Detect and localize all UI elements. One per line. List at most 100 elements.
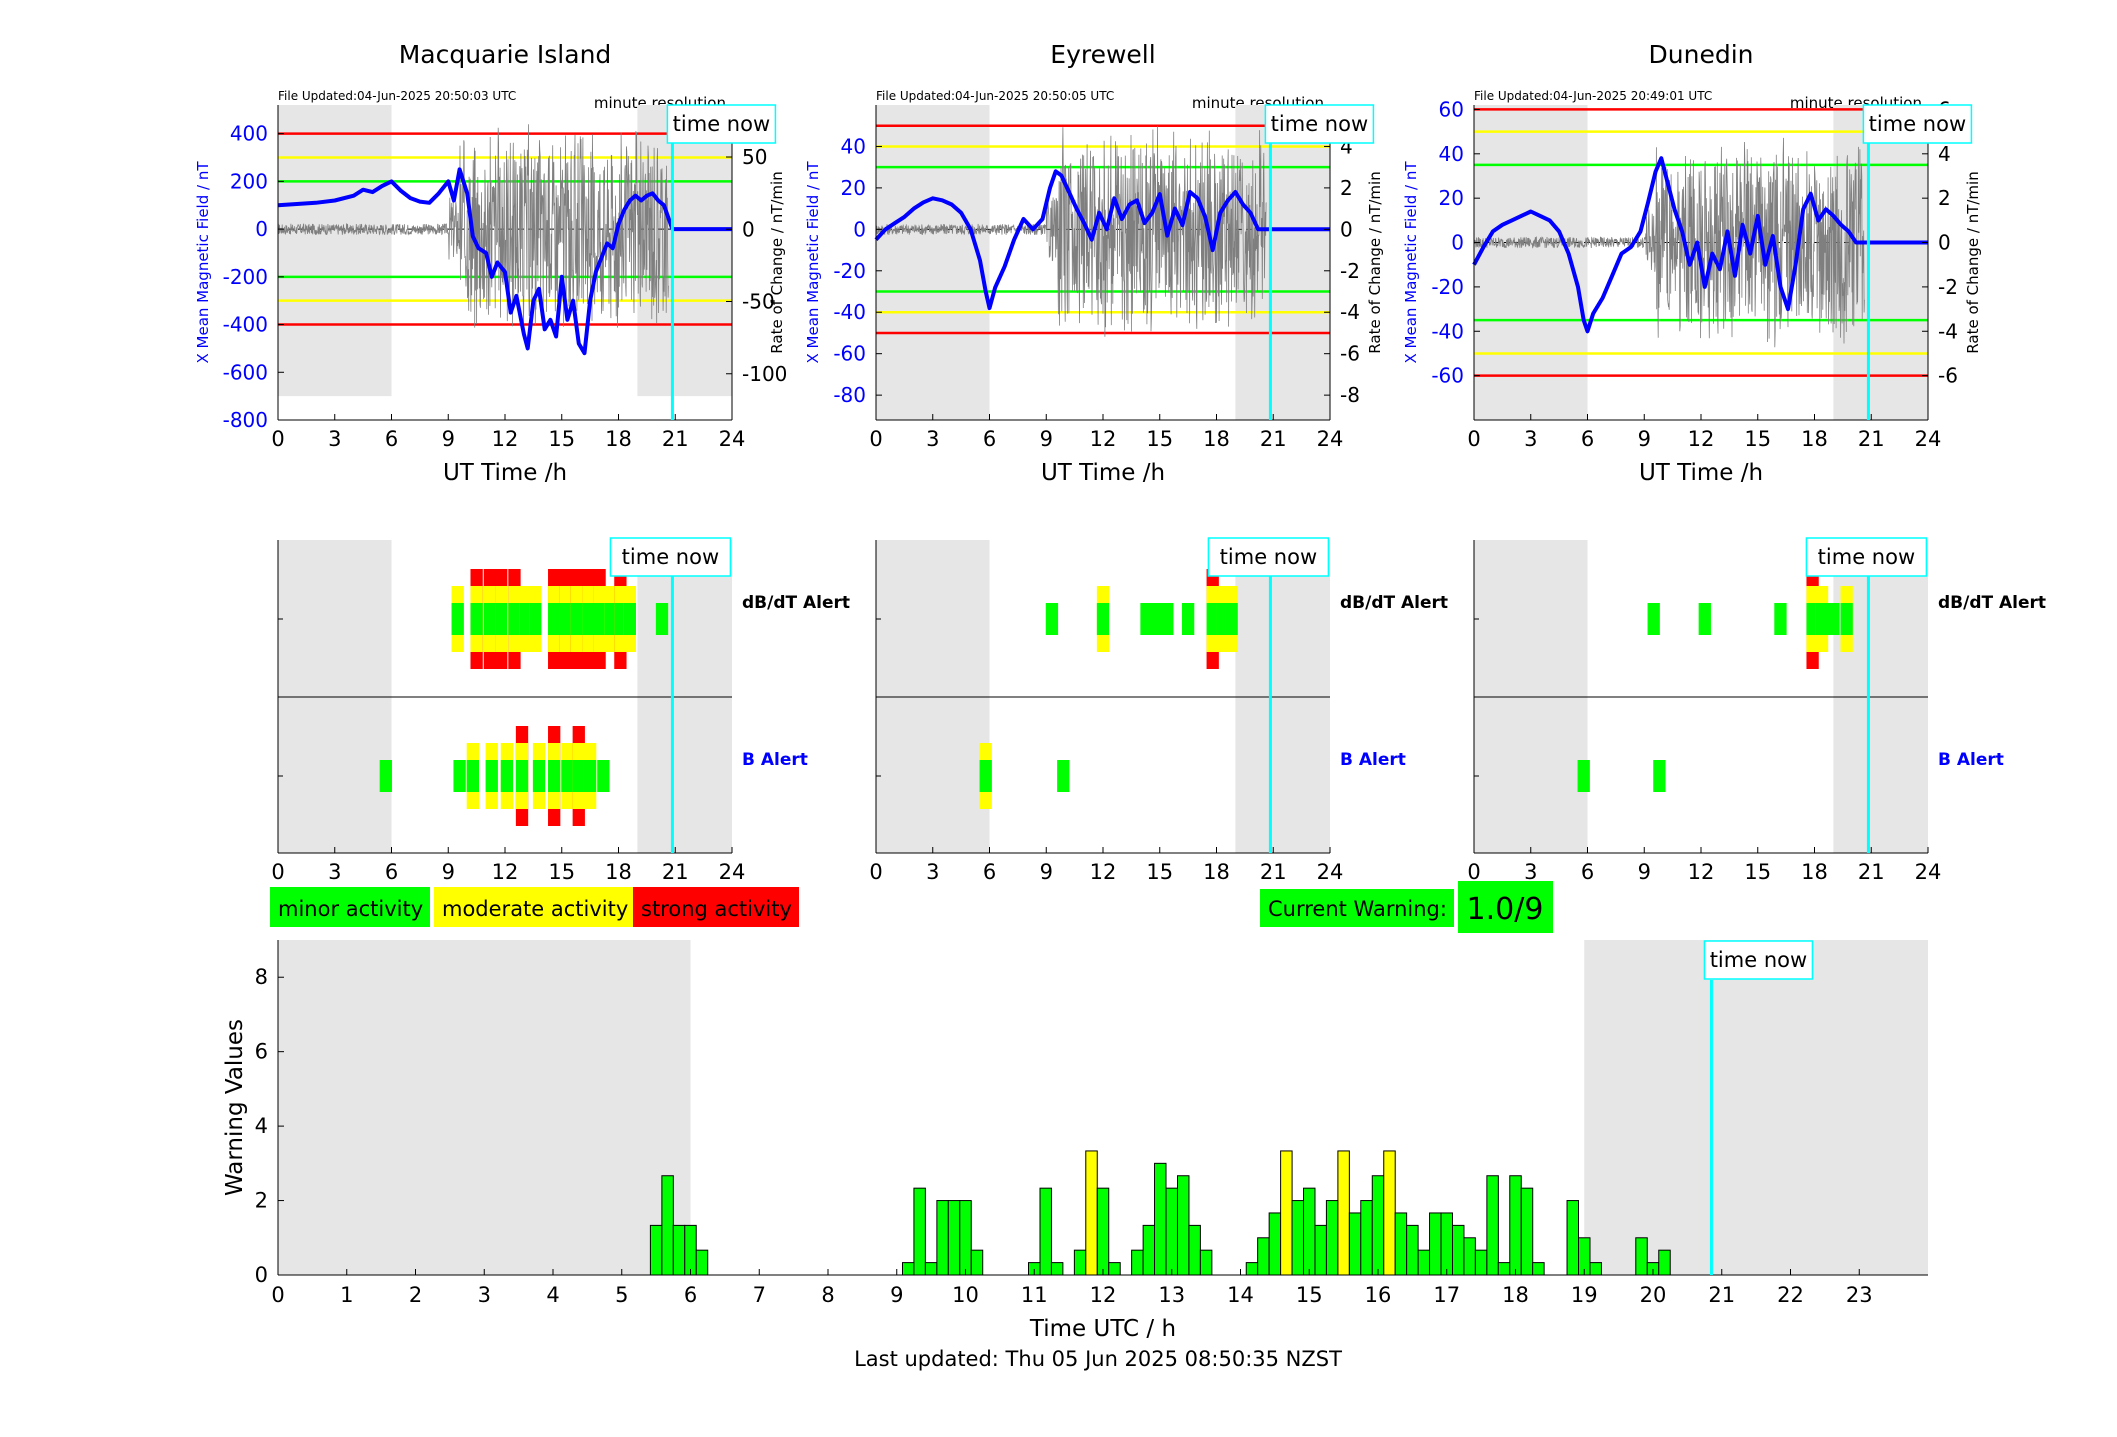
warning-bar <box>1452 1224 1465 1276</box>
dbdt-alert-bar-minor <box>548 603 561 635</box>
y-tick-label-right: -2 <box>1340 259 1360 283</box>
b-alert-bar-minor <box>1577 760 1590 792</box>
dbdt-alert-label: dB/dT Alert <box>742 593 850 613</box>
alert-x-tick-label: 3 <box>328 860 341 884</box>
warning-y-axis-label: Warning Values <box>222 1019 248 1196</box>
dbdt-alert-bar-minor <box>623 603 636 635</box>
warning-x-tick-label: 3 <box>478 1283 491 1307</box>
rate-of-change-trace <box>1473 137 1865 348</box>
warning-bar <box>902 1262 915 1276</box>
warning-bar <box>1532 1262 1545 1276</box>
file-updated-label: File Updated:04-Jun-2025 20:50:05 UTC <box>876 89 1114 103</box>
field-trace <box>874 169 1330 311</box>
x-tick-label: 6 <box>1581 427 1594 451</box>
y-tick-label-left: 0 <box>255 217 268 241</box>
time-now-box <box>1264 104 1375 144</box>
warning-bar <box>1177 1175 1190 1276</box>
x-tick-label: 21 <box>1260 427 1287 451</box>
time-now-box <box>666 104 777 144</box>
night-shade-2 <box>637 105 732 397</box>
y-tick-label-right: 0 <box>1340 217 1353 241</box>
x-tick-label: 0 <box>271 427 284 451</box>
warning-bar <box>649 1224 663 1276</box>
dbdt-alert-bar-minor <box>529 603 542 635</box>
y-axis-label-right: Rate of Change / nT/min <box>1964 171 1982 353</box>
warning-bar <box>1360 1200 1373 1276</box>
x-tick-label: 15 <box>1744 427 1771 451</box>
warning-x-tick-label: 14 <box>1227 1283 1254 1307</box>
y-tick-label-right: 2 <box>1340 176 1353 200</box>
field-panel-3: Dunedin File Updated:04-Jun-2025 20:49:01… <box>1402 40 1982 486</box>
warning-bar <box>1096 1187 1110 1276</box>
dbdt-alert-bar-minor <box>593 603 606 635</box>
legend-strong-label: strong activity <box>641 897 792 921</box>
dbdt-alert-bar-minor <box>1698 603 1711 635</box>
warning-bar <box>1337 1150 1350 1276</box>
y-tick-label-right: -6 <box>1340 342 1360 366</box>
night-shade-1 <box>1474 105 1588 420</box>
field-panels: Macquarie Island File Updated:04-Jun-2025… <box>194 40 1982 486</box>
x-tick-label: 9 <box>1040 427 1053 451</box>
warning-x-tick-label: 11 <box>1021 1283 1048 1307</box>
alert-x-tick-label: 9 <box>1040 860 1053 884</box>
warning-x-tick-label: 21 <box>1708 1283 1735 1307</box>
y-tick-label-left: -40 <box>1431 319 1464 343</box>
file-updated-label: File Updated:04-Jun-2025 20:49:01 UTC <box>1474 89 1712 103</box>
alert-time-now-box <box>609 537 732 577</box>
warning-x-tick-label: 18 <box>1502 1283 1529 1307</box>
warning-bar <box>1383 1150 1396 1276</box>
alert-x-tick-label: 21 <box>1260 860 1287 884</box>
warning-x-tick-label: 5 <box>615 1283 628 1307</box>
dbdt-alert-bar-minor <box>1140 603 1153 635</box>
dbdt-alert-bar-minor <box>1647 603 1660 635</box>
y-tick-label-right: -6 <box>1938 364 1958 388</box>
y-tick-label-right: 0 <box>742 217 755 241</box>
x-tick-label: 24 <box>719 427 746 451</box>
alert-x-tick-label: 18 <box>605 860 632 884</box>
x-tick-label: 21 <box>662 427 689 451</box>
warning-x-tick-label: 15 <box>1296 1283 1323 1307</box>
field-panel-2: Eyrewell File Updated:04-Jun-2025 20:50:0… <box>804 40 1384 486</box>
warning-bar <box>1039 1187 1052 1276</box>
x-tick-label: 3 <box>328 427 341 451</box>
b-alert-bar-minor <box>979 760 992 792</box>
x-tick-label: 9 <box>442 427 455 451</box>
y-tick-label-left: 0 <box>1451 231 1464 255</box>
x-tick-label: 0 <box>1467 427 1480 451</box>
warning-x-tick-label: 4 <box>546 1283 559 1307</box>
x-tick-label: 24 <box>1915 427 1942 451</box>
x-axis-label: UT Time /h <box>1041 460 1165 486</box>
dbdt-alert-bar-minor <box>1181 603 1195 635</box>
warning-time-now-label: time now <box>1710 948 1807 972</box>
alert-x-tick-label: 6 <box>1581 860 1594 884</box>
alert-x-tick-label: 12 <box>1688 860 1715 884</box>
warning-bar <box>1291 1200 1304 1276</box>
alert-time-now-label: time now <box>1818 545 1915 569</box>
y-tick-label-left: -60 <box>833 342 866 366</box>
warning-x-tick-label: 16 <box>1365 1283 1392 1307</box>
y-axis-label-left: X Mean Magnetic Field / nT <box>1402 161 1420 364</box>
y-tick-label-right: 4 <box>1938 142 1951 166</box>
y-tick-label-left: 200 <box>230 169 268 193</box>
warning-bar <box>1486 1175 1499 1276</box>
y-tick-label-right: -2 <box>1938 275 1958 299</box>
alert-x-tick-label: 15 <box>1744 860 1771 884</box>
y-axis-label-left: X Mean Magnetic Field / nT <box>804 161 822 364</box>
y-tick-label-left: -60 <box>1431 364 1464 388</box>
warning-night-shade-1 <box>278 940 691 1275</box>
b-alert-label: B Alert <box>1938 750 2004 770</box>
warning-bar <box>1154 1162 1167 1276</box>
panel-title: Dunedin <box>1649 40 1754 69</box>
legend-strong-swatch <box>633 887 799 927</box>
night-shade-1 <box>278 105 392 397</box>
b-alert-bar-minor <box>379 760 392 792</box>
warning-bar <box>959 1200 972 1276</box>
dbdt-alert-bar-minor <box>1840 603 1853 635</box>
b-alert-label: B Alert <box>742 750 808 770</box>
b-alert-label: B Alert <box>1340 750 1406 770</box>
alert-x-tick-label: 21 <box>662 860 689 884</box>
time-now-box <box>1862 104 1973 144</box>
warning-time-now-box <box>1703 940 1814 980</box>
y-tick-label-right: -4 <box>1340 300 1360 324</box>
